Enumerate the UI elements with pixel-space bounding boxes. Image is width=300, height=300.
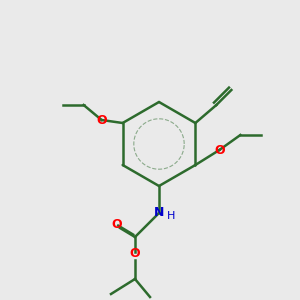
Text: O: O [214, 143, 225, 157]
Text: O: O [130, 247, 140, 260]
Text: N: N [154, 206, 164, 220]
Text: O: O [96, 113, 107, 127]
Text: H: H [167, 211, 175, 221]
Text: O: O [112, 218, 122, 232]
